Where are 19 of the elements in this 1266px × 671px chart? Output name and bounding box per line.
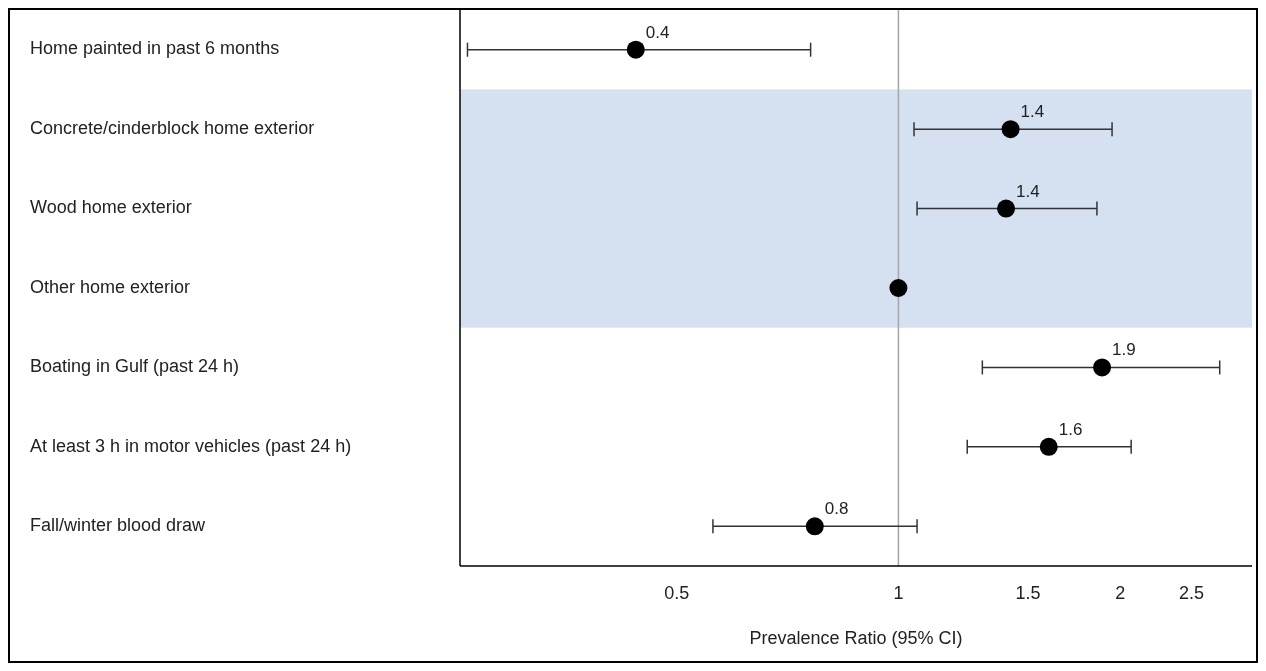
x-tick-label: 2.5 <box>1179 583 1205 603</box>
y-tick-label: Wood home exterior <box>30 197 192 218</box>
x-tick-label: 1 <box>893 583 904 603</box>
y-tick-label: Other home exterior <box>30 276 191 297</box>
data-label: 1.6 <box>1058 419 1083 439</box>
x-tick-label: 1.5 <box>1015 583 1041 603</box>
y-tick-label: Concrete/cinderblock home exterior <box>30 117 315 138</box>
data-label: 1.9 <box>1112 340 1136 360</box>
x-axis-title: Prevalence Ratio (95% CI) <box>749 628 963 648</box>
data-label: 0.4 <box>645 22 670 42</box>
y-tick-label: Fall/winter blood draw <box>30 515 207 536</box>
y-tick-label: Home painted in past 6 months <box>30 38 280 59</box>
y-tick-label: At least 3 h in motor vehicles (past 24 h) <box>30 435 352 456</box>
data-label: 0.8 <box>824 499 849 519</box>
x-tick-label: 0.5 <box>664 583 690 603</box>
y-tick-label: Boating in Gulf (past 24 h) <box>30 356 240 377</box>
data-label: 1.4 <box>1020 102 1045 122</box>
x-tick-label: 2 <box>1115 583 1126 603</box>
data-label: 1.4 <box>1016 181 1040 201</box>
